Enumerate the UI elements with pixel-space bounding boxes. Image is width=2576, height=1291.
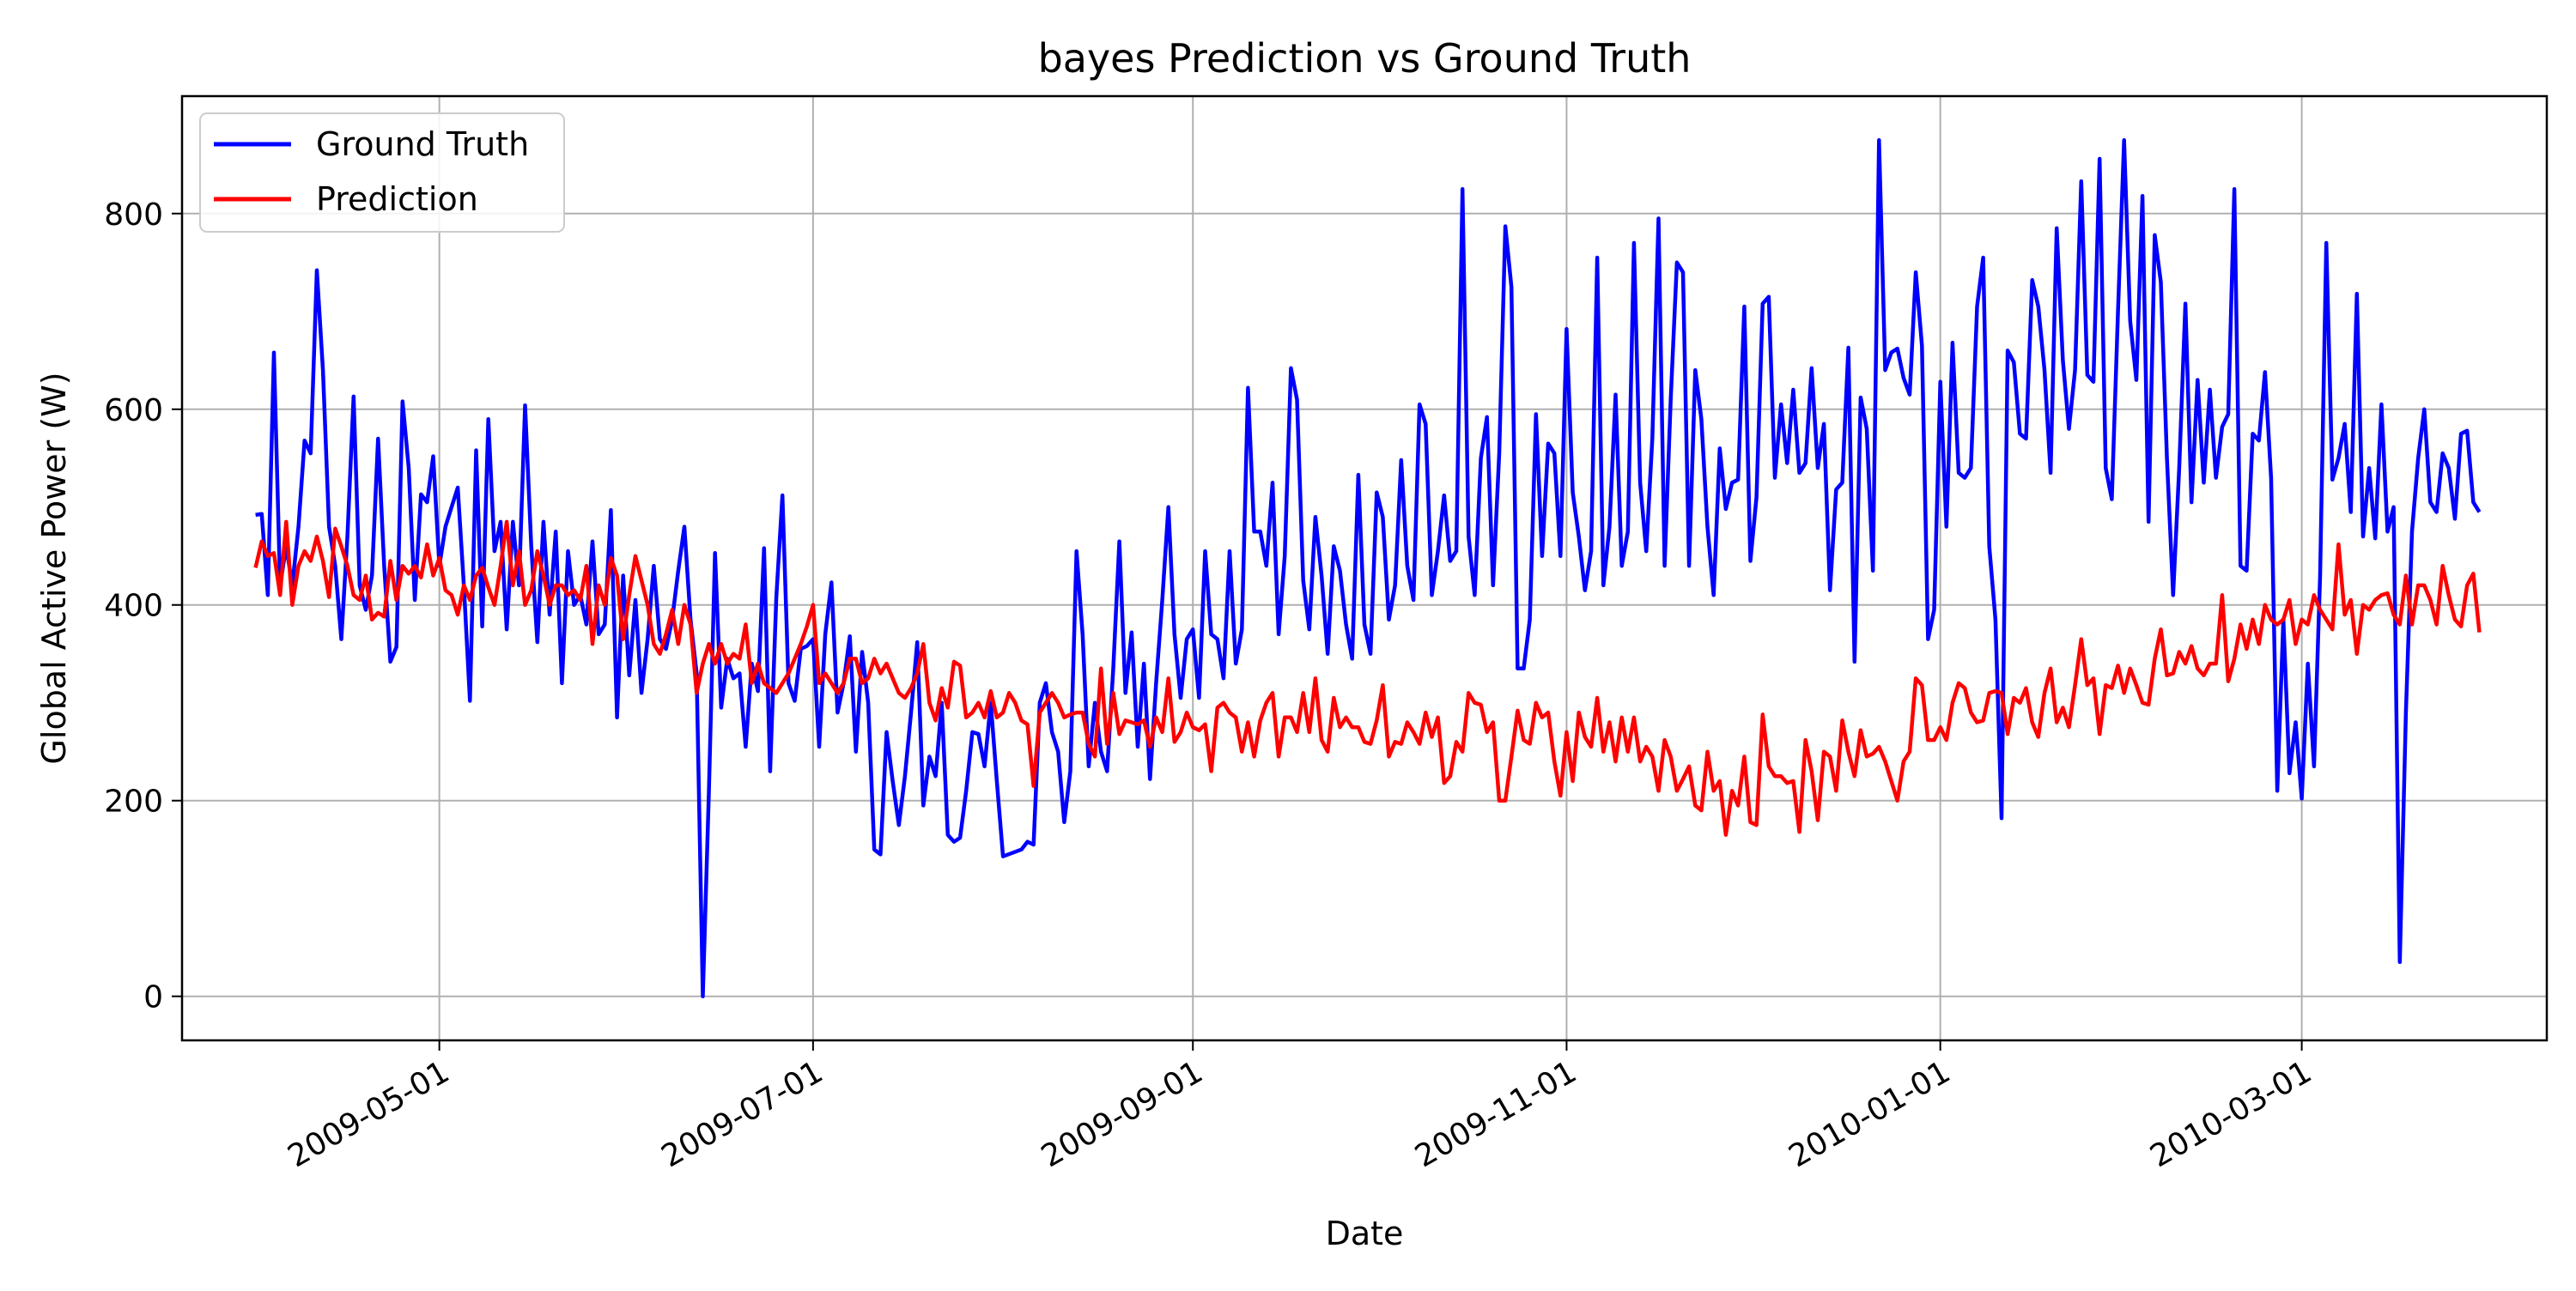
y-tick-label: 0 [143, 980, 163, 1015]
x-axis-label: Date [1326, 1215, 1404, 1252]
y-tick-label: 200 [104, 785, 163, 820]
legend-label-ground-truth: Ground Truth [316, 125, 529, 163]
legend: Ground Truth Prediction [199, 112, 565, 233]
y-axis-label: Global Active Power (W) [35, 372, 73, 764]
series-group [253, 138, 2482, 998]
series-line-ground-truth [255, 138, 2482, 998]
y-tick-label: 800 [104, 197, 163, 233]
y-tick-label: 400 [104, 589, 163, 624]
plot-frame [180, 94, 2549, 1042]
chart-title: bayes Prediction vs Ground Truth [1038, 35, 1692, 82]
y-tick-label: 600 [104, 393, 163, 428]
series-line-prediction [253, 519, 2482, 837]
legend-label-prediction: Prediction [316, 180, 478, 218]
